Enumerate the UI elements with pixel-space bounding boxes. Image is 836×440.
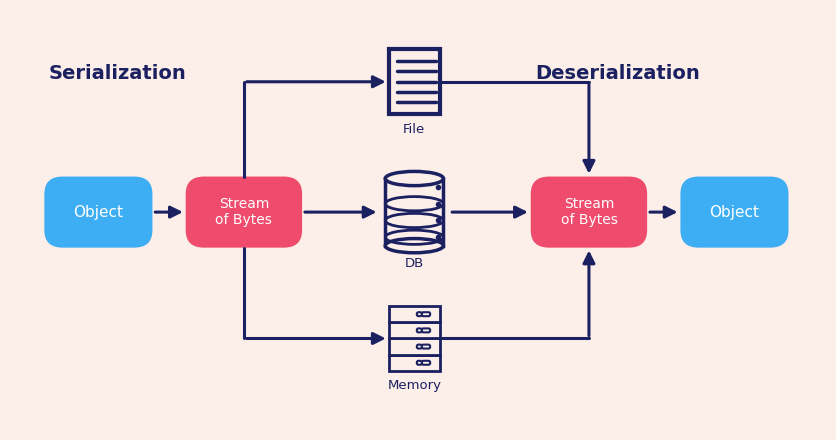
FancyBboxPatch shape: [416, 312, 421, 316]
FancyBboxPatch shape: [416, 361, 421, 365]
Bar: [388, 355, 440, 371]
Bar: [388, 49, 440, 114]
FancyBboxPatch shape: [680, 176, 788, 248]
Text: Serialization: Serialization: [48, 64, 186, 83]
Text: Object: Object: [709, 205, 758, 220]
FancyBboxPatch shape: [421, 345, 430, 348]
FancyBboxPatch shape: [44, 176, 152, 248]
Ellipse shape: [385, 172, 443, 186]
Text: Stream
of Bytes: Stream of Bytes: [560, 197, 617, 227]
Bar: [388, 338, 440, 355]
Text: DB: DB: [405, 257, 424, 270]
FancyBboxPatch shape: [416, 328, 421, 332]
FancyBboxPatch shape: [421, 328, 430, 332]
FancyBboxPatch shape: [530, 176, 646, 248]
Bar: [388, 306, 440, 322]
Text: File: File: [403, 123, 425, 136]
Text: Deserialization: Deserialization: [534, 64, 699, 83]
FancyBboxPatch shape: [421, 361, 430, 365]
Text: Object: Object: [74, 205, 123, 220]
Ellipse shape: [385, 238, 443, 253]
Text: Stream
of Bytes: Stream of Bytes: [215, 197, 272, 227]
FancyBboxPatch shape: [186, 176, 302, 248]
Text: Memory: Memory: [387, 379, 441, 392]
Bar: [385, 179, 443, 246]
Bar: [388, 322, 440, 338]
FancyBboxPatch shape: [421, 312, 430, 316]
FancyBboxPatch shape: [416, 345, 421, 348]
